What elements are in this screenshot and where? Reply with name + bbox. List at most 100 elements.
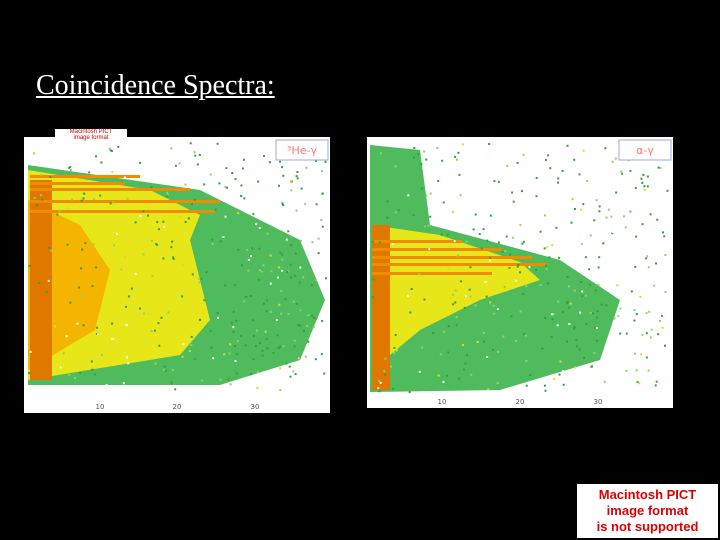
speckle [155, 243, 158, 246]
speckle [250, 373, 253, 375]
speckle [635, 313, 638, 316]
speckle [586, 180, 589, 183]
speckle [95, 266, 98, 269]
speckle [597, 266, 600, 269]
speckle [486, 239, 489, 242]
speckle [242, 158, 245, 161]
x-tick-label: 10 [96, 403, 105, 411]
speckle [482, 332, 485, 334]
speckle [595, 199, 598, 202]
speckle [372, 240, 374, 243]
speckle [394, 211, 397, 214]
speckle [321, 319, 324, 322]
speckle [453, 240, 456, 243]
speckle [646, 255, 649, 258]
speckle [468, 288, 471, 291]
speckle [170, 246, 173, 249]
speckle [110, 150, 113, 153]
speckle [519, 310, 522, 313]
speckle [569, 302, 572, 305]
speckle [272, 352, 275, 355]
speckle [607, 169, 610, 172]
speckle [232, 310, 235, 313]
speckle [198, 281, 201, 284]
speckle [162, 220, 165, 223]
speckle [621, 172, 624, 175]
speckle [410, 288, 413, 290]
speckle [82, 324, 85, 327]
speckle [493, 180, 496, 183]
speckle [570, 221, 573, 224]
speckle [47, 279, 50, 282]
speckle [447, 325, 450, 328]
speckle [56, 334, 59, 337]
speckle [522, 292, 525, 295]
speckle [645, 312, 648, 315]
speckle [379, 381, 382, 384]
speckle [519, 271, 522, 274]
speckle [593, 219, 596, 222]
speckle [269, 310, 272, 313]
speckle [508, 266, 511, 269]
speckle [584, 294, 587, 297]
speckle [386, 216, 389, 219]
streak [372, 256, 532, 259]
speckle [624, 226, 627, 229]
speckle [175, 164, 177, 167]
speckle [506, 164, 509, 167]
speckle [392, 387, 395, 390]
speckle [641, 181, 644, 184]
speckle [510, 315, 513, 318]
speckle [607, 208, 610, 211]
speckle [516, 265, 519, 268]
speckle [568, 323, 571, 325]
speckle [68, 373, 71, 376]
speckle [293, 339, 296, 342]
speckle [193, 151, 196, 154]
speckle [233, 283, 236, 286]
speckle [76, 322, 79, 325]
speckle [455, 324, 458, 327]
speckle [58, 210, 61, 213]
speckle [262, 302, 265, 305]
speckle [91, 368, 94, 371]
speckle [394, 334, 397, 336]
speckle [598, 205, 601, 208]
speckle [525, 284, 528, 287]
speckle [386, 200, 389, 203]
speckle [229, 383, 232, 386]
speckle [624, 236, 627, 239]
speckle [59, 366, 62, 369]
speckle [659, 167, 662, 170]
speckle [566, 176, 569, 179]
speckle [293, 345, 296, 348]
speckle [69, 301, 72, 304]
speckle [280, 289, 283, 292]
speckle [317, 252, 320, 255]
speckle [616, 284, 619, 287]
speckle [383, 370, 386, 373]
speckle [463, 306, 466, 309]
speckle [550, 313, 553, 316]
speckle [264, 330, 267, 333]
speckle [205, 271, 208, 274]
speckle [227, 378, 230, 381]
speckle [311, 314, 314, 317]
speckle [299, 324, 302, 327]
speckle [234, 178, 237, 181]
speckle [150, 239, 153, 242]
speckle [547, 154, 550, 157]
speckle [372, 278, 375, 281]
speckle [581, 290, 584, 293]
speckle [521, 190, 523, 193]
label-box [618, 139, 672, 161]
speckle [469, 266, 472, 269]
speckle [511, 191, 514, 194]
speckle [638, 169, 641, 172]
speckle [115, 232, 118, 235]
speckle [289, 180, 292, 183]
speckle [585, 323, 588, 325]
speckle [229, 343, 232, 346]
speckle [666, 189, 669, 192]
speckle [163, 225, 166, 228]
